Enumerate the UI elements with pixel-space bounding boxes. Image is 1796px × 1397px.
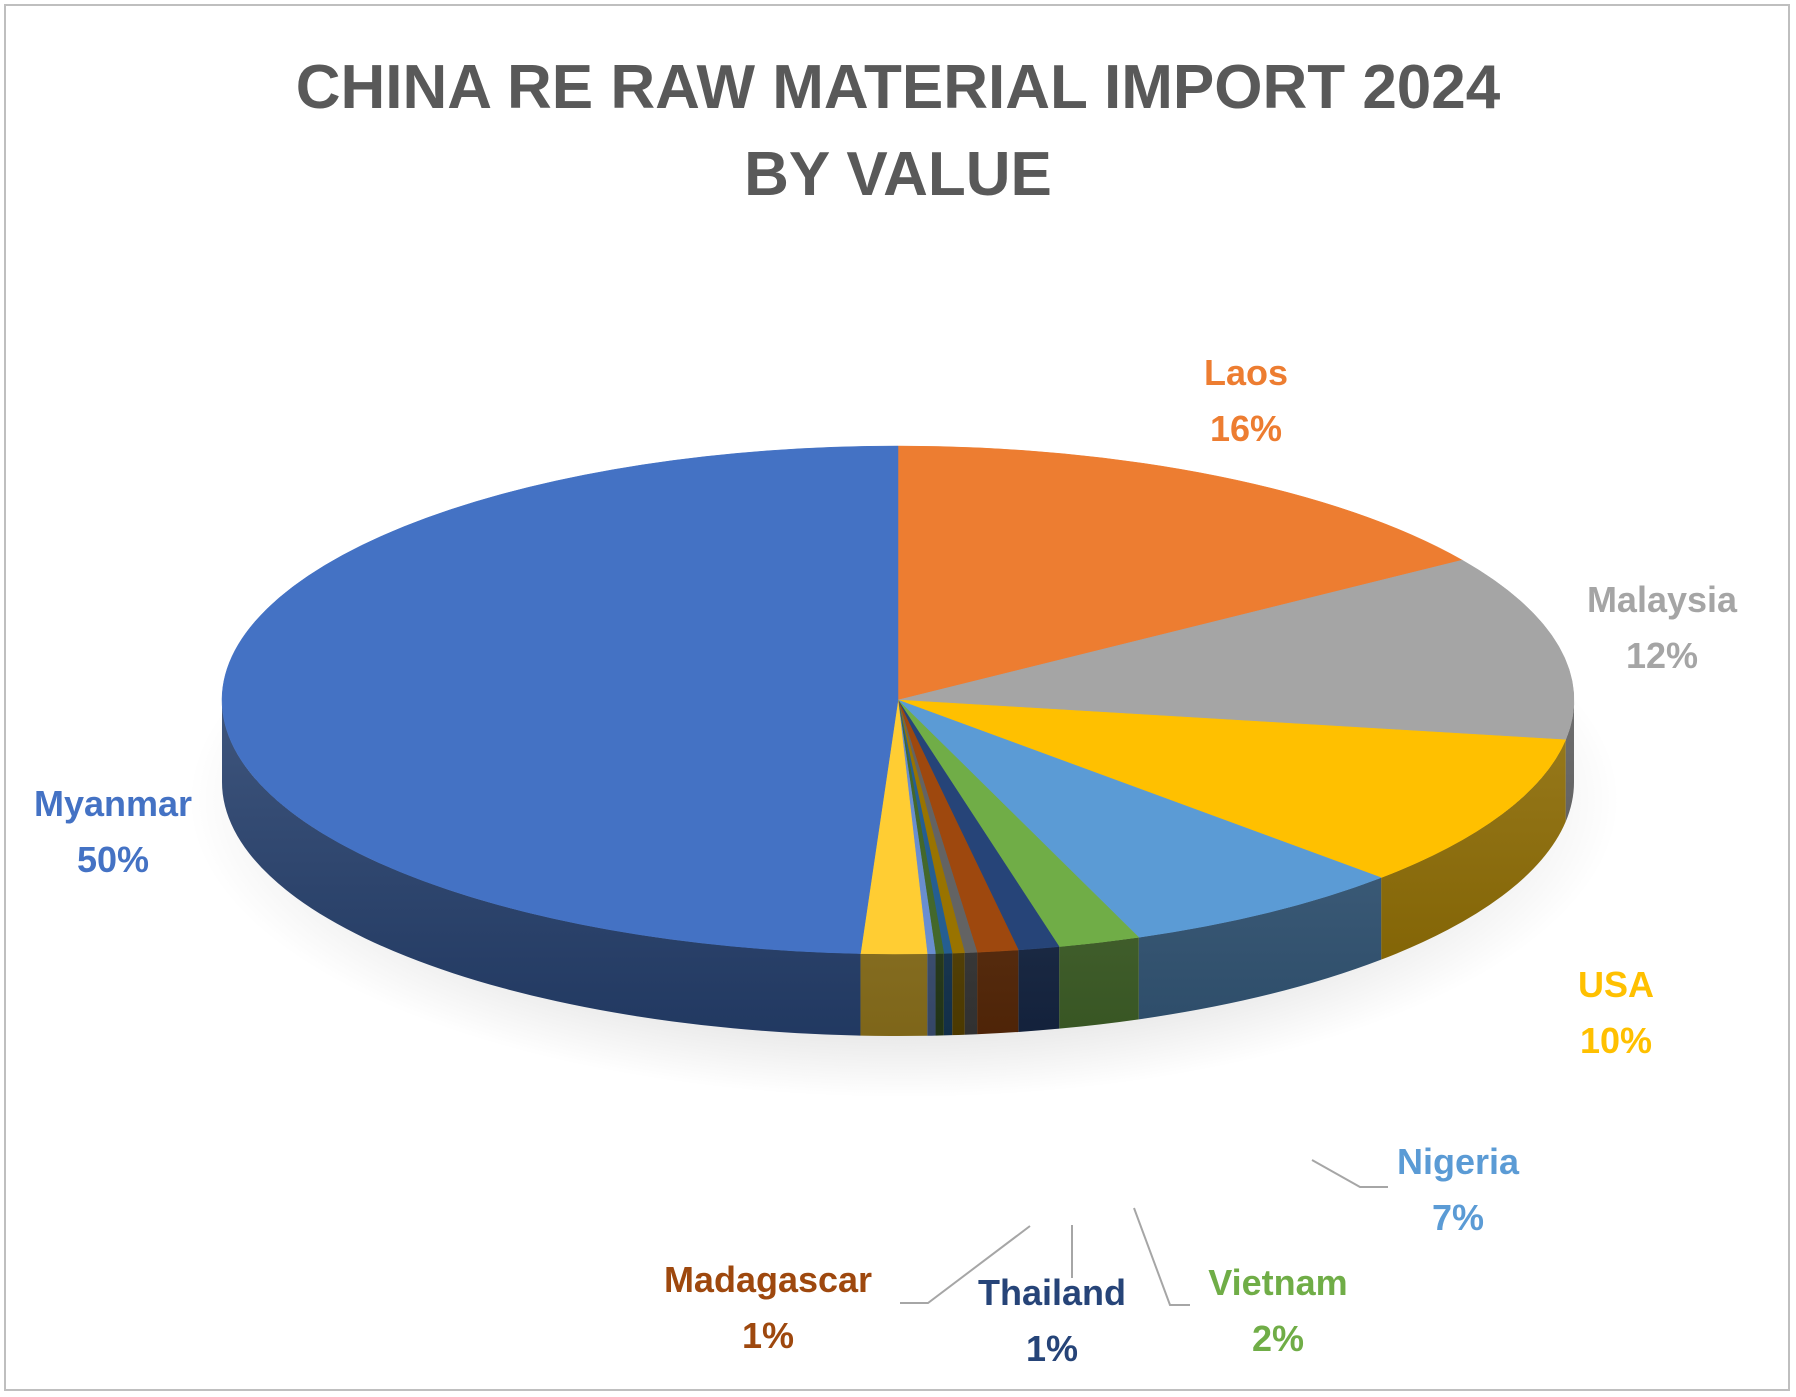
label-name-malaysia: Malaysia bbox=[1587, 579, 1738, 620]
label-name-usa: USA bbox=[1578, 964, 1654, 1005]
label-name-madagascar: Madagascar bbox=[664, 1259, 872, 1300]
label-value-nigeria: 7% bbox=[1432, 1197, 1484, 1238]
pie-slice-usa bbox=[897, 699, 1567, 878]
label-name-vietnam: Vietnam bbox=[1208, 1262, 1347, 1303]
label-name-laos: Laos bbox=[1204, 352, 1288, 393]
label-value-usa: 10% bbox=[1580, 1020, 1652, 1061]
label-value-malaysia: 12% bbox=[1626, 635, 1698, 676]
leader-line-madagascar bbox=[900, 1225, 1031, 1304]
pie-slice-myanmar bbox=[221, 445, 899, 954]
chart-title: CHINA RE RAW MATERIAL IMPORT 2024 bbox=[296, 53, 1501, 122]
pie-side-highlight bbox=[222, 700, 1574, 1036]
pie-slice-laos bbox=[897, 445, 1463, 701]
label-value-laos: 16% bbox=[1210, 408, 1282, 449]
label-value-myanmar: 50% bbox=[77, 839, 149, 880]
label-name-thailand: Thailand bbox=[978, 1272, 1126, 1313]
label-value-madagascar: 1% bbox=[742, 1315, 794, 1356]
leader-line-vietnam bbox=[1133, 1207, 1190, 1306]
leader-line-nigeria bbox=[1311, 1159, 1388, 1188]
pie-slice-malaysia bbox=[897, 559, 1575, 741]
chart-subtitle: BY VALUE bbox=[744, 140, 1052, 209]
label-name-myanmar: Myanmar bbox=[34, 783, 192, 824]
label-value-vietnam: 2% bbox=[1252, 1318, 1304, 1359]
label-name-nigeria: Nigeria bbox=[1397, 1141, 1520, 1182]
pie-slice-nigeria bbox=[897, 699, 1382, 938]
label-value-thailand: 1% bbox=[1026, 1328, 1078, 1369]
